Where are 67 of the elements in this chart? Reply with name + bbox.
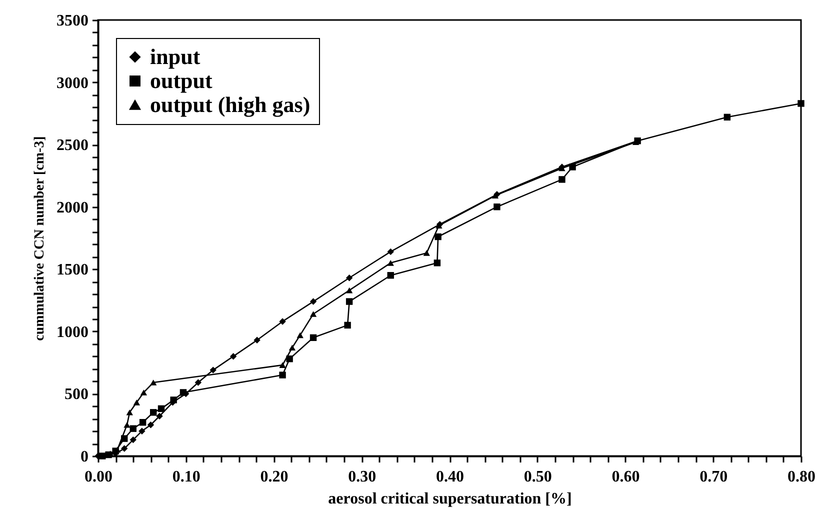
point xyxy=(310,334,317,342)
x-tick-label: 0.10 xyxy=(172,468,200,486)
legend-label: output xyxy=(150,68,214,93)
point xyxy=(180,389,187,396)
point xyxy=(387,272,394,279)
x-tick-label: 0.80 xyxy=(788,468,816,486)
point xyxy=(310,298,317,305)
point xyxy=(387,260,394,266)
point xyxy=(494,204,500,210)
legend-label: output (high gas) xyxy=(150,92,310,117)
y-tick-label: 3000 xyxy=(56,74,88,92)
point xyxy=(230,352,237,360)
point xyxy=(724,114,731,121)
point xyxy=(346,298,353,305)
x-tick-label: 0.00 xyxy=(84,468,112,486)
point xyxy=(279,318,286,325)
y-tick-label: 2500 xyxy=(56,137,88,154)
point xyxy=(310,311,317,317)
point xyxy=(126,409,133,416)
point xyxy=(279,372,286,378)
point xyxy=(140,390,148,396)
point xyxy=(156,412,163,420)
x-tick-label: 0.70 xyxy=(700,468,728,486)
point xyxy=(170,396,177,404)
point xyxy=(210,366,216,374)
point xyxy=(569,164,576,170)
point xyxy=(194,379,202,386)
y-axis-title: cummulative CCN number [cm-3] xyxy=(32,136,48,341)
x-tick-label: 0.20 xyxy=(260,468,288,486)
y-tick-label: 500 xyxy=(64,386,88,404)
point xyxy=(558,176,566,183)
x-tick-label: 0.40 xyxy=(436,468,464,486)
point xyxy=(434,260,441,266)
y-tick-label: 1500 xyxy=(56,262,88,279)
point xyxy=(124,422,130,428)
legend-label: input xyxy=(150,44,201,69)
point xyxy=(130,436,137,444)
point xyxy=(139,419,146,426)
y-tick-label: 0 xyxy=(80,448,88,466)
point xyxy=(150,409,157,416)
point xyxy=(158,405,165,412)
point xyxy=(147,422,154,428)
x-axis-title: aerosol critical supersaturation [%] xyxy=(328,490,572,508)
x-tick-label: 0.30 xyxy=(348,468,376,486)
point xyxy=(346,287,353,294)
point xyxy=(121,435,128,442)
y-tick-label: 1000 xyxy=(56,324,88,341)
point xyxy=(286,355,293,362)
point xyxy=(387,248,394,256)
point xyxy=(279,362,286,368)
point xyxy=(423,250,430,256)
point xyxy=(346,274,353,282)
point xyxy=(130,425,137,432)
point xyxy=(138,428,146,434)
x-tick-label: 0.50 xyxy=(524,468,552,486)
y-tick-label: 2000 xyxy=(56,199,88,216)
point xyxy=(434,233,442,240)
point xyxy=(296,332,304,338)
point xyxy=(344,322,351,329)
point xyxy=(133,400,140,406)
point xyxy=(121,445,128,452)
point xyxy=(254,336,260,344)
point xyxy=(288,344,296,351)
x-tick-label: 0.60 xyxy=(612,468,640,486)
point xyxy=(150,380,157,386)
y-tick-label: 3500 xyxy=(56,12,88,30)
point xyxy=(798,100,804,107)
